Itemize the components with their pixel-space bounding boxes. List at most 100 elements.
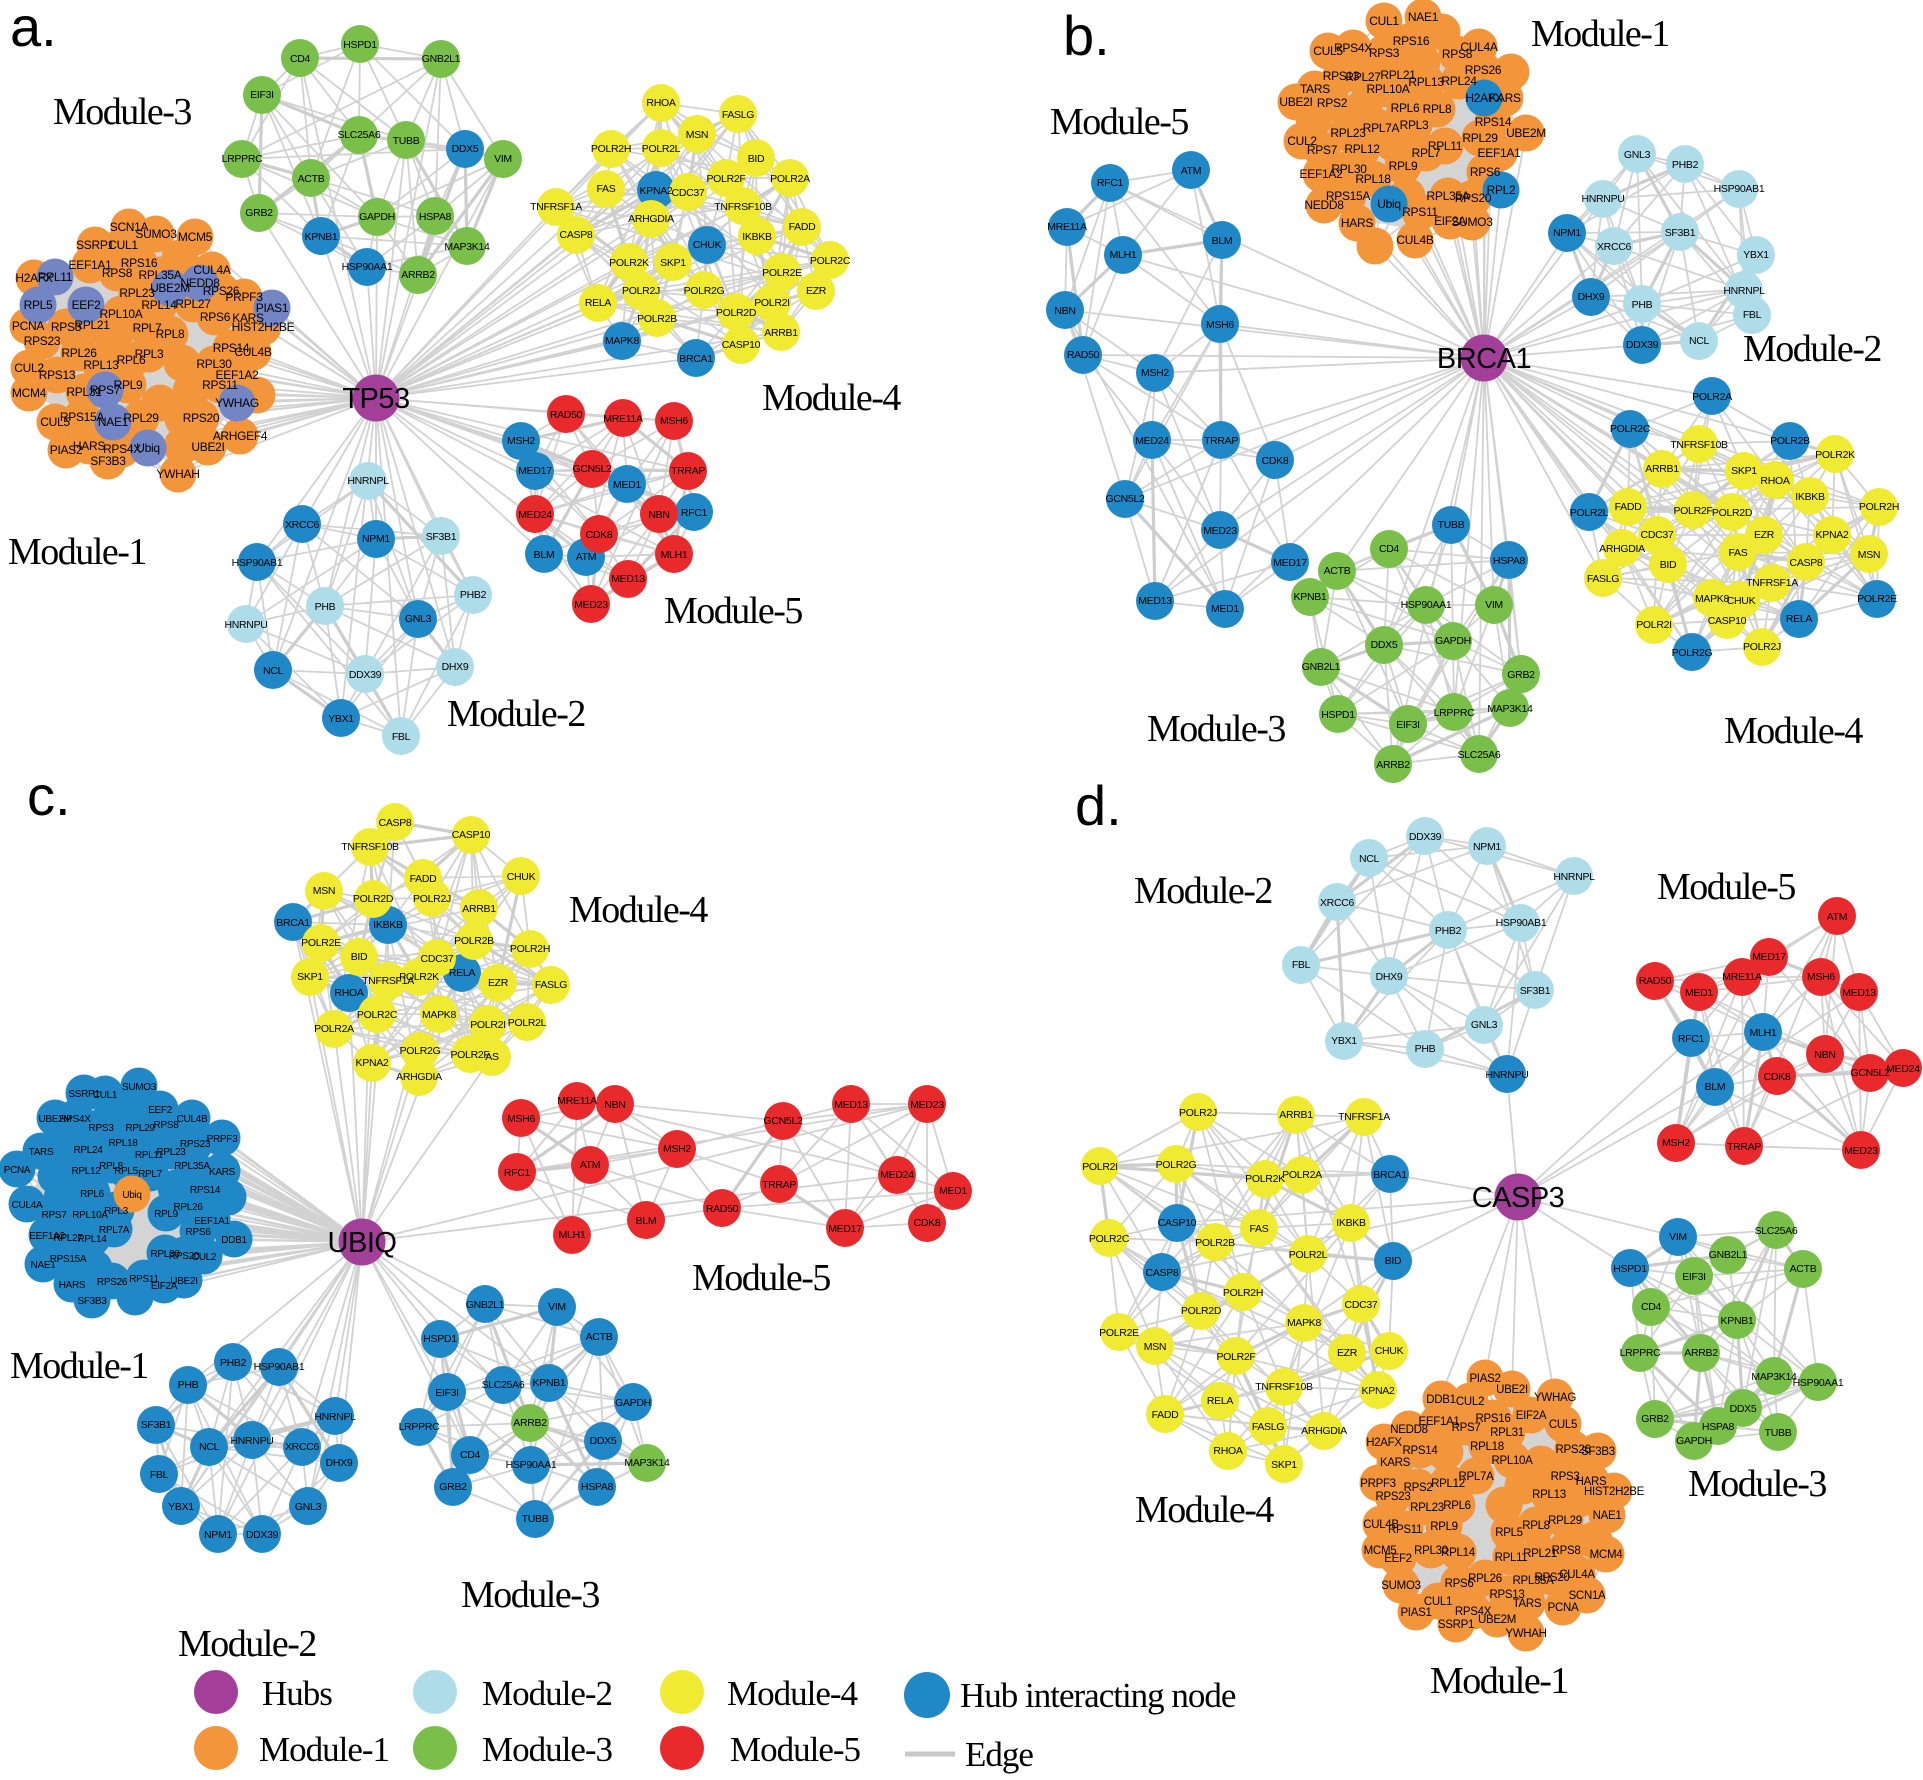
svg-text:UBE2I: UBE2I xyxy=(1496,1384,1528,1396)
svg-text:PIAS2: PIAS2 xyxy=(50,443,83,457)
svg-text:RPL9: RPL9 xyxy=(114,378,143,392)
svg-text:CDC37: CDC37 xyxy=(1345,1299,1378,1311)
svg-text:SLC25A6: SLC25A6 xyxy=(338,129,381,141)
svg-text:ATM: ATM xyxy=(1181,165,1202,177)
svg-text:EZR: EZR xyxy=(806,285,827,297)
svg-text:PHB: PHB xyxy=(1632,299,1653,311)
svg-text:CUL5: CUL5 xyxy=(1313,44,1343,58)
svg-text:NCL: NCL xyxy=(199,1441,220,1453)
svg-text:RPL29: RPL29 xyxy=(1462,131,1498,145)
svg-text:H2AFX: H2AFX xyxy=(1465,91,1502,105)
svg-text:UBE2M: UBE2M xyxy=(150,281,190,295)
svg-text:CHUK: CHUK xyxy=(507,871,536,883)
svg-text:POLR2J: POLR2J xyxy=(622,285,660,297)
svg-text:RPS11: RPS11 xyxy=(1402,205,1438,219)
svg-text:CUL2: CUL2 xyxy=(14,361,44,375)
svg-text:RPL3: RPL3 xyxy=(1400,118,1429,132)
svg-text:POLR2I: POLR2I xyxy=(1082,1161,1118,1173)
svg-text:UBIQ: UBIQ xyxy=(328,1227,397,1259)
svg-text:NBN: NBN xyxy=(1054,305,1075,317)
svg-text:NEDD8: NEDD8 xyxy=(1304,198,1344,212)
svg-text:GNB2L1: GNB2L1 xyxy=(1709,1249,1748,1261)
svg-text:HIST2H2BE: HIST2H2BE xyxy=(1584,1486,1645,1498)
svg-text:RPS7: RPS7 xyxy=(42,1210,68,1221)
svg-text:RPL29: RPL29 xyxy=(1548,1515,1582,1527)
svg-text:Module-1: Module-1 xyxy=(1430,1660,1568,1702)
svg-text:EIF2A: EIF2A xyxy=(151,1281,178,1292)
svg-text:BRCA1: BRCA1 xyxy=(679,353,713,365)
svg-text:PHB2: PHB2 xyxy=(1672,159,1699,171)
svg-text:POLR2D: POLR2D xyxy=(353,893,394,905)
svg-text:HSP90AA1: HSP90AA1 xyxy=(1793,1377,1844,1389)
svg-text:XRCC6: XRCC6 xyxy=(285,519,320,531)
svg-text:POLR2F: POLR2F xyxy=(1216,1351,1255,1363)
svg-text:CD4: CD4 xyxy=(460,1449,481,1461)
svg-text:GNB2L1: GNB2L1 xyxy=(466,1299,505,1311)
svg-text:GAPDH: GAPDH xyxy=(1435,635,1471,647)
svg-text:RPS2: RPS2 xyxy=(1317,96,1348,110)
svg-text:RPL13: RPL13 xyxy=(1408,75,1444,89)
svg-text:MSH2: MSH2 xyxy=(507,435,535,447)
svg-text:GCN5L2: GCN5L2 xyxy=(1105,493,1145,505)
svg-text:RPL8: RPL8 xyxy=(156,327,185,341)
svg-text:MLH1: MLH1 xyxy=(661,549,688,561)
svg-text:NAE1: NAE1 xyxy=(1408,10,1439,24)
svg-text:RPL29: RPL29 xyxy=(125,1123,155,1134)
svg-text:RPL9: RPL9 xyxy=(1389,159,1418,173)
svg-text:RPS8: RPS8 xyxy=(154,1120,180,1131)
svg-text:BLM: BLM xyxy=(1705,1081,1726,1093)
svg-text:Ubiq: Ubiq xyxy=(1377,197,1400,211)
svg-text:POLR2G: POLR2G xyxy=(1672,647,1713,659)
svg-text:UBE2I: UBE2I xyxy=(170,1276,197,1287)
svg-text:RPS23: RPS23 xyxy=(1376,1491,1411,1503)
svg-text:FAS: FAS xyxy=(1729,547,1748,559)
svg-text:RPS26: RPS26 xyxy=(203,284,240,298)
svg-text:MED23: MED23 xyxy=(574,599,608,611)
svg-text:SF3B1: SF3B1 xyxy=(426,531,457,543)
svg-text:KPNB1: KPNB1 xyxy=(1294,591,1327,603)
svg-text:GAPDH: GAPDH xyxy=(1676,1435,1712,1447)
svg-text:RELA: RELA xyxy=(585,297,612,309)
svg-text:PCNA: PCNA xyxy=(4,1165,31,1176)
svg-text:RPL23: RPL23 xyxy=(1330,126,1366,140)
svg-text:POLR2G: POLR2G xyxy=(684,285,725,297)
svg-text:MSH6: MSH6 xyxy=(1807,971,1835,983)
svg-text:DDB1: DDB1 xyxy=(1426,1394,1455,1406)
svg-text:RPL8: RPL8 xyxy=(1522,1520,1550,1532)
svg-text:RPS13: RPS13 xyxy=(1323,69,1360,83)
svg-text:HSP90AB1: HSP90AB1 xyxy=(1496,917,1547,929)
svg-text:SUMO3: SUMO3 xyxy=(122,1082,157,1093)
svg-text:CDC37: CDC37 xyxy=(1641,529,1674,541)
svg-text:NAE1: NAE1 xyxy=(31,1260,57,1271)
svg-text:SF3B1: SF3B1 xyxy=(1520,985,1551,997)
svg-text:CHUK: CHUK xyxy=(1727,595,1756,607)
svg-text:RPS6: RPS6 xyxy=(1445,1578,1474,1590)
svg-text:RFC1: RFC1 xyxy=(681,507,708,519)
svg-text:Module-5: Module-5 xyxy=(1050,101,1188,143)
svg-text:HNRNPU: HNRNPU xyxy=(1581,193,1624,205)
svg-text:HSP90AB1: HSP90AB1 xyxy=(1714,183,1765,195)
svg-text:RAD50: RAD50 xyxy=(706,1203,739,1215)
svg-text:SKP1: SKP1 xyxy=(297,971,323,983)
svg-text:SF3B1: SF3B1 xyxy=(1665,227,1696,239)
svg-text:EZR: EZR xyxy=(1337,1347,1358,1359)
svg-text:EEF1A2: EEF1A2 xyxy=(29,1231,65,1242)
svg-text:HSPA8: HSPA8 xyxy=(581,1481,614,1493)
svg-text:RPS7: RPS7 xyxy=(90,383,121,397)
svg-text:POLR2C: POLR2C xyxy=(1089,1233,1130,1245)
svg-text:CUL4B: CUL4B xyxy=(234,345,271,359)
svg-text:MED23: MED23 xyxy=(1844,1145,1878,1157)
svg-text:a.: a. xyxy=(10,0,57,58)
svg-text:POLR2B: POLR2B xyxy=(637,313,677,325)
svg-text:TNFRSF10B: TNFRSF10B xyxy=(714,201,772,213)
svg-text:MED17: MED17 xyxy=(1752,951,1786,963)
svg-text:NEDD8: NEDD8 xyxy=(180,276,220,290)
svg-text:ATM: ATM xyxy=(1827,911,1848,923)
svg-text:ARRB2: ARRB2 xyxy=(401,269,435,281)
svg-text:ARRB1: ARRB1 xyxy=(764,327,798,339)
svg-text:Ubiq: Ubiq xyxy=(122,1190,141,1201)
svg-text:POLR2H: POLR2H xyxy=(1223,1287,1263,1299)
svg-text:CASP10: CASP10 xyxy=(452,829,491,841)
svg-text:HNRNPU: HNRNPU xyxy=(230,1435,273,1447)
svg-text:RFC1: RFC1 xyxy=(1097,177,1124,189)
